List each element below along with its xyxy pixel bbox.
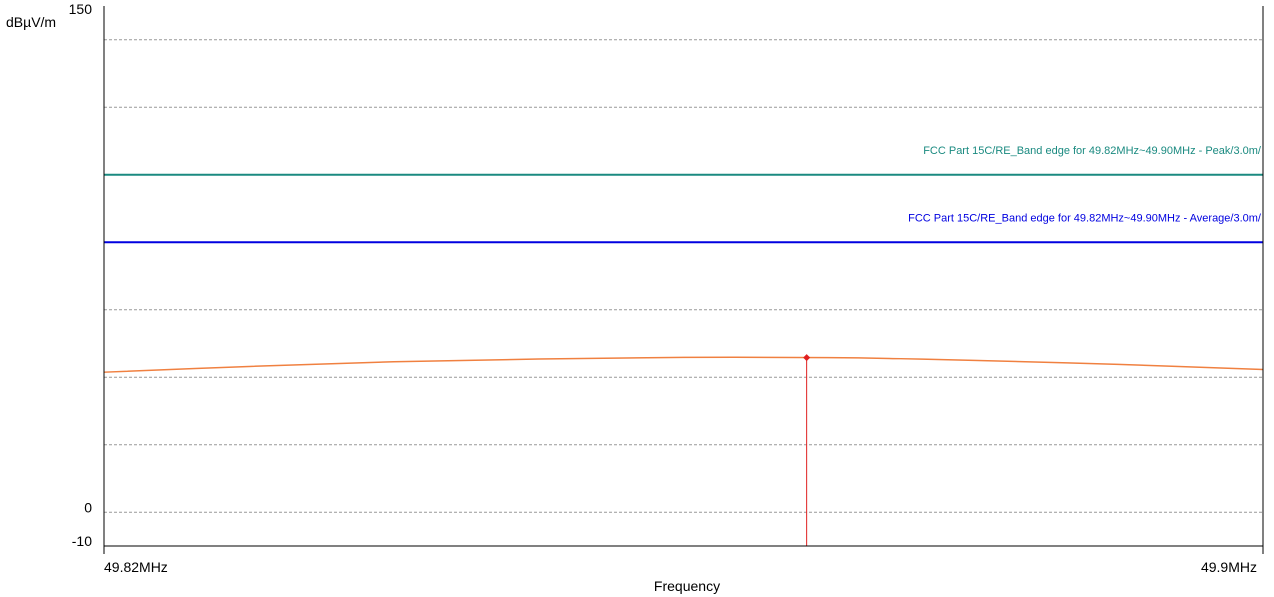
limit-lines: FCC Part 15C/RE_Band edge for 49.82MHz~4…	[104, 145, 1263, 244]
x-tick-label-end: 49.9MHz	[1201, 559, 1257, 575]
y-axis-unit-label: dBµV/m	[6, 14, 56, 30]
x-tick-label-start: 49.82MHz	[104, 559, 168, 575]
average-limit-label: FCC Part 15C/RE_Band edge for 49.82MHz~4…	[908, 212, 1262, 224]
x-axis-title: Frequency	[654, 578, 720, 594]
y-tick-label: -10	[72, 533, 92, 549]
grid-layer	[104, 39, 1263, 513]
peak-limit-label: FCC Part 15C/RE_Band edge for 49.82MHz~4…	[923, 145, 1262, 157]
axis-labels: dBµV/m Frequency 49.82MHz 49.9MHz 150 0 -1…	[6, 1, 1257, 594]
series-layer	[103, 356, 1264, 373]
marker-layer	[803, 354, 811, 546]
marker-point	[803, 354, 811, 362]
measurement-trace	[103, 356, 1264, 373]
plot-frame	[103, 6, 1264, 554]
y-tick-label: 150	[69, 1, 93, 17]
y-tick-label: 0	[84, 499, 92, 515]
